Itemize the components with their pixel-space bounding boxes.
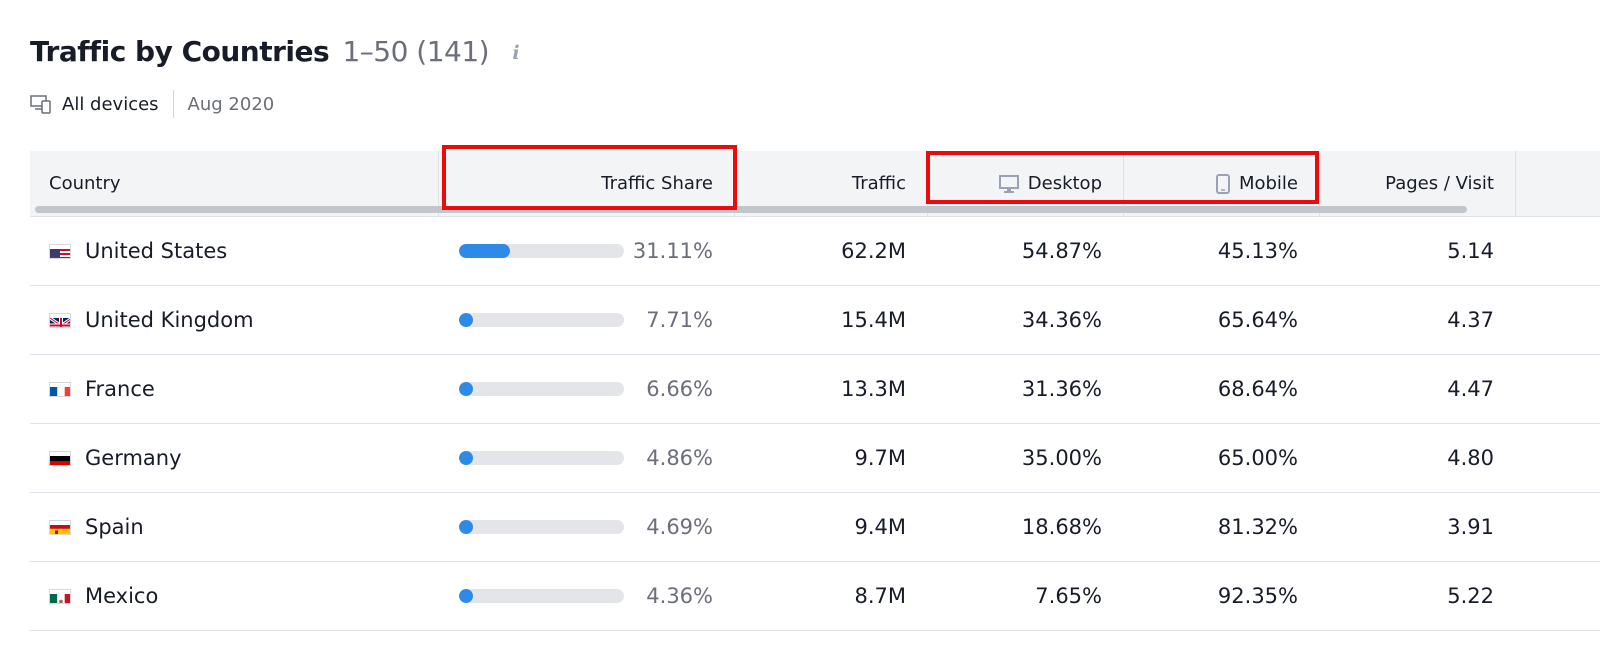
- col-country-label: Country: [49, 173, 121, 194]
- desktop-icon: [998, 174, 1019, 193]
- country-name[interactable]: Spain: [85, 515, 144, 539]
- col-pages-visit-label: Pages / Visit: [1385, 173, 1494, 194]
- traffic-share-cell: 6.66%: [439, 355, 735, 423]
- traffic-share-fill: [459, 520, 473, 534]
- divider: [172, 90, 174, 118]
- desktop-value: 54.87%: [1021, 239, 1102, 263]
- pages-visit-value: 3.91: [1447, 515, 1494, 539]
- traffic-value[interactable]: 8.7M: [854, 584, 906, 608]
- desktop-value: 7.65%: [1035, 584, 1102, 608]
- filter-bar: All devices Aug 2020: [30, 88, 274, 120]
- mobile-icon: [1215, 173, 1230, 194]
- traffic-value[interactable]: 9.7M: [854, 446, 906, 470]
- col-country[interactable]: Country: [30, 151, 439, 216]
- device-filter[interactable]: All devices: [62, 93, 159, 115]
- traffic-share-bar: [459, 589, 624, 603]
- mexico-flag-icon: [49, 588, 71, 604]
- traffic-share-value: 4.69%: [646, 515, 713, 539]
- traffic-share-cell: 4.36%: [439, 562, 735, 630]
- table-row[interactable]: Spain 4.69% 9.4M 18.68% 81.32% 3.91: [30, 493, 1600, 562]
- table-row[interactable]: United States 31.11% 62.2M 54.87% 45.13%…: [30, 217, 1600, 286]
- info-icon[interactable]: i: [512, 42, 520, 64]
- traffic-share-value: 6.66%: [646, 377, 713, 401]
- traffic-share-cell: 4.69%: [439, 493, 735, 561]
- traffic-share-bar: [459, 313, 624, 327]
- country-name[interactable]: France: [85, 377, 155, 401]
- result-range: 1–50 (141): [342, 35, 490, 68]
- traffic-share-bar: [459, 244, 624, 258]
- horizontal-scrollbar[interactable]: [35, 206, 1467, 213]
- traffic-share-cell: 7.71%: [439, 286, 735, 354]
- traffic-share-fill: [459, 313, 473, 327]
- country-cell[interactable]: France: [30, 355, 439, 423]
- countries-table: Country Traffic Share Traffic Desktop: [30, 151, 1600, 631]
- country-cell[interactable]: Germany: [30, 424, 439, 492]
- pages-visit-value: 4.47: [1447, 377, 1494, 401]
- table-header: Country Traffic Share Traffic Desktop: [30, 151, 1600, 217]
- traffic-share-bar: [459, 382, 624, 396]
- traffic-share-fill: [459, 589, 473, 603]
- country-name[interactable]: United States: [85, 239, 228, 263]
- traffic-share-bar: [459, 451, 624, 465]
- mobile-value: 65.64%: [1217, 308, 1298, 332]
- pages-visit-value: 4.80: [1447, 446, 1494, 470]
- traffic-value[interactable]: 13.3M: [841, 377, 906, 401]
- traffic-share-fill: [459, 382, 473, 396]
- col-traffic-share-label: Traffic Share: [601, 173, 713, 194]
- pages-visit-value: 4.37: [1447, 308, 1494, 332]
- page-title: Traffic by Countries 1–50 (141) i: [30, 30, 520, 75]
- desktop-value: 18.68%: [1021, 515, 1102, 539]
- uk-flag-icon: [49, 312, 71, 328]
- mobile-value: 92.35%: [1217, 584, 1298, 608]
- traffic-share-value: 4.36%: [646, 584, 713, 608]
- traffic-share-bar: [459, 520, 624, 534]
- us-flag-icon: [49, 243, 71, 259]
- col-traffic-label: Traffic: [851, 173, 906, 194]
- traffic-share-value: 4.86%: [646, 446, 713, 470]
- country-name[interactable]: Mexico: [85, 584, 159, 608]
- traffic-value[interactable]: 15.4M: [841, 308, 906, 332]
- country-cell[interactable]: United Kingdom: [30, 286, 439, 354]
- table-row[interactable]: Mexico 4.36% 8.7M 7.65% 92.35% 5.22: [30, 562, 1600, 631]
- country-cell[interactable]: Spain: [30, 493, 439, 561]
- mobile-value: 45.13%: [1217, 239, 1298, 263]
- spain-flag-icon: [49, 519, 71, 535]
- traffic-share-fill: [459, 244, 511, 258]
- title-text: Traffic by Countries: [30, 35, 330, 68]
- mobile-value: 68.64%: [1217, 377, 1298, 401]
- country-cell[interactable]: Mexico: [30, 562, 439, 630]
- traffic-share-cell: 31.11%: [439, 217, 735, 285]
- traffic-share-fill: [459, 451, 473, 465]
- table-row[interactable]: United Kingdom 7.71% 15.4M 34.36% 65.64%…: [30, 286, 1600, 355]
- traffic-share-value: 31.11%: [632, 239, 713, 263]
- germany-flag-icon: [49, 450, 71, 466]
- mobile-value: 65.00%: [1217, 446, 1298, 470]
- col-mobile-label: Mobile: [1238, 173, 1298, 194]
- mobile-value: 81.32%: [1217, 515, 1298, 539]
- desktop-value: 34.36%: [1021, 308, 1102, 332]
- pages-visit-value: 5.14: [1447, 239, 1494, 263]
- col-mobile[interactable]: Mobile: [1124, 151, 1320, 216]
- table-row[interactable]: Germany 4.86% 9.7M 35.00% 65.00% 4.80: [30, 424, 1600, 493]
- country-cell[interactable]: United States: [30, 217, 439, 285]
- col-pages-visit[interactable]: Pages / Visit: [1320, 151, 1516, 216]
- col-desktop-label: Desktop: [1027, 173, 1102, 194]
- france-flag-icon: [49, 381, 71, 397]
- country-name[interactable]: Germany: [85, 446, 182, 470]
- traffic-share-value: 7.71%: [646, 308, 713, 332]
- devices-icon: [30, 95, 51, 114]
- table-row[interactable]: France 6.66% 13.3M 31.36% 68.64% 4.47: [30, 355, 1600, 424]
- pages-visit-value: 5.22: [1447, 584, 1494, 608]
- traffic-share-cell: 4.86%: [439, 424, 735, 492]
- date-filter[interactable]: Aug 2020: [187, 93, 275, 115]
- desktop-value: 31.36%: [1021, 377, 1102, 401]
- traffic-value[interactable]: 62.2M: [841, 239, 906, 263]
- col-desktop[interactable]: Desktop: [928, 151, 1124, 216]
- country-name[interactable]: United Kingdom: [85, 308, 254, 332]
- traffic-value[interactable]: 9.4M: [854, 515, 906, 539]
- desktop-value: 35.00%: [1021, 446, 1102, 470]
